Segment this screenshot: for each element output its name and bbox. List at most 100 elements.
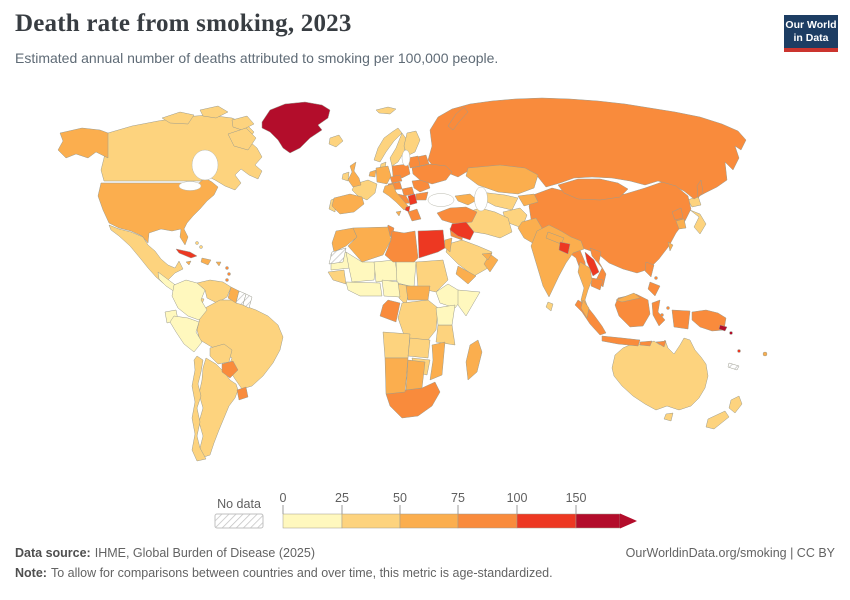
country-japan-honshu[interactable]	[689, 209, 707, 235]
country-lesser-sunda[interactable]	[639, 340, 653, 347]
country-west-africa[interactable]	[345, 281, 383, 297]
country-sri-lanka[interactable]	[545, 301, 554, 312]
country-new-zealand-north[interactable]	[728, 395, 743, 414]
country-west-papua[interactable]	[671, 309, 691, 330]
country-north-korea[interactable]	[671, 207, 684, 221]
country-new-caledonia[interactable]	[727, 362, 740, 371]
country-madagascar[interactable]	[465, 339, 483, 381]
country-baltics[interactable]	[407, 155, 421, 169]
country-lesser-antilles-2[interactable]	[227, 272, 231, 276]
country-spain[interactable]	[331, 193, 365, 215]
country-vanuatu[interactable]	[737, 349, 741, 353]
country-philippines-luzon[interactable]	[644, 261, 655, 278]
country-russia-sakhalin[interactable]	[696, 179, 704, 199]
country-greenland[interactable]	[261, 101, 331, 154]
country-malaysia[interactable]	[580, 299, 590, 319]
country-iraq[interactable]	[449, 221, 475, 241]
country-czechia[interactable]	[389, 174, 403, 184]
country-jamaica[interactable]	[185, 260, 192, 266]
country-ukraine[interactable]	[411, 163, 453, 185]
country-peru[interactable]	[169, 315, 203, 353]
country-chad[interactable]	[395, 259, 417, 288]
country-svalbard[interactable]	[375, 106, 397, 115]
country-uae[interactable]	[481, 252, 493, 261]
country-canada-arctic-2[interactable]	[199, 105, 229, 119]
country-new-zealand-south[interactable]	[705, 410, 730, 430]
country-niger[interactable]	[373, 259, 399, 283]
country-angola[interactable]	[382, 331, 411, 359]
country-laos[interactable]	[584, 251, 600, 277]
country-russia-novaya-zemlya[interactable]	[447, 106, 469, 131]
country-lesser-antilles-3[interactable]	[225, 278, 229, 282]
country-usa[interactable]	[97, 177, 219, 246]
country-albania[interactable]	[404, 205, 411, 213]
country-chile[interactable]	[191, 355, 207, 462]
country-saudi-arabia[interactable]	[445, 239, 493, 277]
country-mongolia[interactable]	[557, 178, 629, 201]
legend-bin-50-75[interactable]	[399, 513, 459, 529]
country-lesser-sunda-2[interactable]	[655, 340, 667, 348]
country-central-african-republic[interactable]	[405, 285, 431, 301]
country-canada[interactable]	[100, 114, 263, 191]
country-finland[interactable]	[403, 130, 421, 157]
country-canada-baffin[interactable]	[227, 127, 257, 151]
country-dr-congo[interactable]	[397, 299, 439, 341]
country-congo-gabon[interactable]	[379, 299, 401, 323]
country-sumatra[interactable]	[574, 299, 607, 336]
country-colombia[interactable]	[171, 279, 208, 321]
country-hispaniola[interactable]	[200, 257, 212, 266]
country-netherlands-belgium[interactable]	[368, 169, 377, 178]
country-philippines-mindanao[interactable]	[647, 281, 661, 297]
country-malaysia-borneo[interactable]	[615, 292, 641, 303]
country-botswana[interactable]	[405, 359, 426, 391]
country-norway[interactable]	[373, 127, 403, 163]
owid-logo[interactable]: Our World in Data	[784, 15, 838, 52]
country-western-sahara[interactable]	[328, 247, 347, 265]
country-paraguay[interactable]	[221, 360, 239, 379]
country-senegal-guinea[interactable]	[327, 269, 347, 285]
legend-bin-75-100[interactable]	[457, 513, 518, 529]
country-turkey[interactable]	[436, 206, 478, 225]
country-brazil[interactable]	[196, 299, 284, 390]
country-thailand[interactable]	[577, 261, 593, 314]
country-mexico[interactable]	[108, 224, 184, 285]
country-uk[interactable]	[347, 161, 362, 188]
legend-bin-0-25[interactable]	[282, 513, 343, 529]
country-kenya[interactable]	[435, 304, 456, 326]
country-java[interactable]	[601, 335, 641, 347]
country-maluku[interactable]	[660, 313, 664, 317]
country-alaska[interactable]	[57, 127, 109, 159]
legend-no-data-swatch[interactable]	[214, 513, 264, 529]
country-somalia[interactable]	[457, 289, 481, 317]
country-australia[interactable]	[611, 337, 709, 411]
country-namibia[interactable]	[384, 357, 409, 395]
legend-bin-100-150[interactable]	[516, 513, 577, 529]
country-canada-arctic-1[interactable]	[161, 111, 195, 125]
country-algeria[interactable]	[347, 226, 392, 263]
country-zambia[interactable]	[407, 337, 431, 359]
legend-bin-150-plus[interactable]	[575, 513, 621, 529]
country-cuba[interactable]	[175, 248, 198, 259]
country-philippines-visayas[interactable]	[654, 276, 658, 280]
country-taiwan[interactable]	[667, 241, 674, 252]
country-venezuela[interactable]	[196, 279, 232, 304]
country-greece[interactable]	[407, 208, 422, 222]
country-sicily[interactable]	[395, 210, 402, 217]
country-uruguay[interactable]	[236, 386, 249, 401]
country-bangladesh[interactable]	[558, 241, 571, 255]
country-sudan[interactable]	[415, 259, 449, 293]
country-bahamas[interactable]	[195, 241, 199, 245]
country-solomon-islands[interactable]	[718, 324, 728, 332]
country-kazakhstan[interactable]	[465, 164, 539, 195]
country-vietnam[interactable]	[589, 247, 607, 288]
country-ireland[interactable]	[341, 171, 350, 182]
country-india[interactable]	[530, 224, 585, 298]
country-puerto-rico[interactable]	[215, 261, 222, 267]
country-bulgaria[interactable]	[415, 191, 429, 201]
country-borneo[interactable]	[614, 293, 651, 328]
country-georgia-azerbaijan[interactable]	[454, 193, 478, 206]
country-kyrgyzstan-tajikistan[interactable]	[517, 193, 539, 207]
country-cambodia[interactable]	[590, 277, 604, 291]
country-canada-arctic-3[interactable]	[231, 115, 255, 131]
country-egypt[interactable]	[417, 229, 446, 259]
